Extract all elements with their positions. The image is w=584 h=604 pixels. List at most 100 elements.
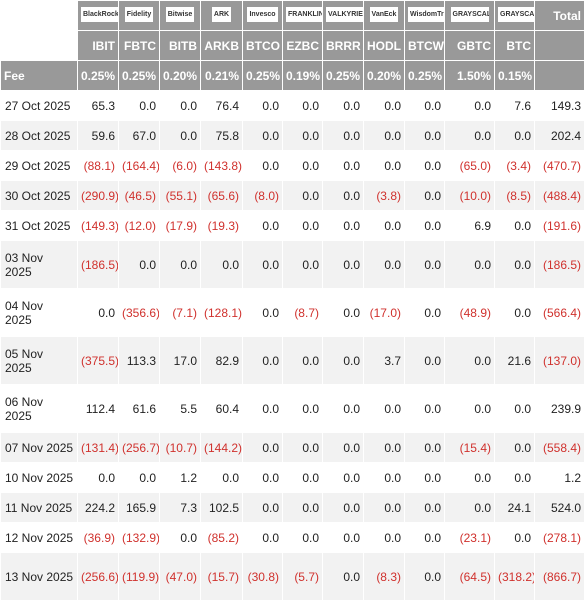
flow-cell: 0.0: [118, 462, 160, 493]
flow-cell: 0.0: [242, 288, 283, 337]
fee-value: 0.25%: [77, 60, 119, 91]
total-cell: (558.4): [534, 432, 584, 463]
flow-cell: 0.0: [282, 492, 323, 523]
flow-cell: 0.0: [444, 90, 495, 121]
flow-cell: (128.1): [200, 288, 243, 337]
flow-cell: 0.0: [322, 462, 364, 493]
flow-cell: 0.0: [242, 522, 283, 553]
logo-cell: BlackRock: [77, 0, 119, 31]
flow-cell: 5.5: [159, 384, 201, 433]
flow-cell: 0.0: [363, 384, 405, 433]
date: 30 Oct 2025: [5, 188, 71, 203]
fee-value: 0.15%: [494, 60, 535, 91]
flow-cell: (55.1): [159, 180, 201, 211]
flow-cell: (8.5): [494, 180, 535, 211]
date: 28 Oct 2025: [5, 128, 71, 143]
issuer-logo: GRAYSCALE: [498, 6, 534, 22]
data-row: 29 Oct 2025 (88.1) (164.4) (6.0) (143.8) 0.0 0…: [0, 150, 584, 181]
data-row: 27 Oct 2025 65.3 0.0 0.0 76.4 0.0 0.0 0.0 0.0 0.0…: [0, 90, 584, 121]
date-cell: 28 Oct 2025: [0, 120, 78, 151]
ticker: FBTC: [118, 30, 160, 61]
flow-cell: (8.3): [363, 552, 405, 601]
logo-row: BlackRock Fidelity Bitwise ARK Invesco FRANKL…: [0, 0, 584, 31]
total-cell: (488.4): [534, 180, 584, 211]
issuer-logo: WisdomTree: [408, 6, 444, 22]
table-head: BlackRock Fidelity Bitwise ARK Invesco FRANKL…: [0, 0, 584, 91]
date-cell: 06 Nov 2025: [0, 384, 78, 433]
fee-value: 0.20%: [363, 60, 405, 91]
corner: [0, 0, 78, 31]
flow-cell: 0.0: [322, 210, 364, 241]
fee-value: 1.50%: [444, 60, 495, 91]
ticker: BTCW: [404, 30, 445, 61]
ticker: IBIT: [77, 30, 119, 61]
logo-cell: Invesco: [242, 0, 283, 31]
flow-cell: 0.0: [494, 432, 535, 463]
total-cell: (186.5): [534, 240, 584, 289]
flow-cell: 0.0: [282, 384, 323, 433]
fee-value: 0.21%: [200, 60, 243, 91]
ticker: BTCO: [242, 30, 283, 61]
flow-cell: (132.9): [118, 522, 160, 553]
flow-cell: 0.0: [444, 462, 495, 493]
flow-cell: (144.2): [200, 432, 243, 463]
ticker: BITB: [159, 30, 201, 61]
flow-cell: 7.3: [159, 492, 201, 523]
flow-cell: (149.3): [77, 210, 119, 241]
issuer-logo: Bitwise: [165, 6, 195, 22]
flow-cell: 0.0: [404, 90, 445, 121]
flow-cell: (8.0): [242, 180, 283, 211]
flow-cell: 0.0: [404, 522, 445, 553]
flow-cell: (10.7): [159, 432, 201, 463]
flow-cell: (318.2): [494, 552, 535, 601]
date: 12 Nov 2025: [5, 530, 74, 545]
flow-cell: 0.0: [494, 288, 535, 337]
ticker: BRRR: [322, 30, 364, 61]
flow-cell: (85.2): [200, 522, 243, 553]
flow-cell: 0.0: [322, 120, 364, 151]
date-cell: 27 Oct 2025: [0, 90, 78, 121]
total-cell: (278.1): [534, 522, 584, 553]
flow-cell: (47.0): [159, 552, 201, 601]
flow-cell: 0.0: [242, 240, 283, 289]
flow-cell: 0.0: [159, 120, 201, 151]
date-cell: 12 Nov 2025: [0, 522, 78, 553]
data-row: 11 Nov 2025 224.2 165.9 7.3 102.5 0.0 0.0 0.0 0.…: [0, 492, 584, 523]
date: 05 Nov 2025: [5, 346, 44, 375]
flow-cell: 0.0: [363, 432, 405, 463]
flow-cell: (48.9): [444, 288, 495, 337]
flow-cell: 21.6: [494, 336, 535, 385]
flow-cell: 0.0: [282, 432, 323, 463]
date-cell: 11 Nov 2025: [0, 492, 78, 523]
flow-cell: 0.0: [322, 492, 364, 523]
flow-cell: 0.0: [322, 522, 364, 553]
flow-cell: 0.0: [322, 384, 364, 433]
flow-cell: (19.3): [200, 210, 243, 241]
issuer-logo: ARK: [211, 6, 232, 22]
flow-cell: 0.0: [494, 240, 535, 289]
flow-cell: (7.1): [159, 288, 201, 337]
data-row: 05 Nov 2025 (375.5) 113.3 17.0 82.9 0.0 0.0 0.0…: [0, 336, 584, 385]
flow-cell: 59.6: [77, 120, 119, 151]
flow-cell: 0.0: [444, 120, 495, 151]
flow-cell: 0.0: [322, 336, 364, 385]
flow-cell: 0.0: [282, 180, 323, 211]
flow-cell: 0.0: [282, 462, 323, 493]
data-row: 04 Nov 2025 0.0 (356.6) (7.1) (128.1) 0.0 (8.7…: [0, 288, 584, 337]
flow-cell: 0.0: [159, 522, 201, 553]
flow-cell: 24.1: [494, 492, 535, 523]
flow-cell: 0.0: [282, 210, 323, 241]
flow-cell: 0.0: [363, 522, 405, 553]
fee-value: 0.25%: [404, 60, 445, 91]
date: 29 Oct 2025: [5, 158, 71, 173]
flow-cell: 0.0: [242, 462, 283, 493]
flow-cell: (65.0): [444, 150, 495, 181]
flow-cell: 0.0: [404, 492, 445, 523]
flow-cell: 0.0: [200, 240, 243, 289]
fee-label: Fee: [0, 60, 78, 91]
flow-cell: 0.0: [242, 120, 283, 151]
flow-cell: 61.6: [118, 384, 160, 433]
issuer-logo: VALKYRIE: [326, 6, 363, 22]
flow-cell: 0.0: [282, 120, 323, 151]
